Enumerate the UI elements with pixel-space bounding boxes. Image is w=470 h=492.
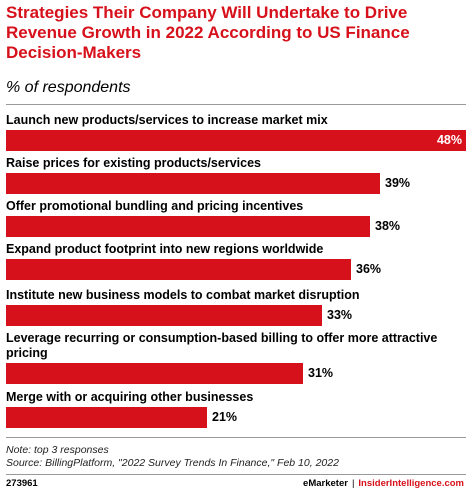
bar-label: Launch new products/services to increase… xyxy=(6,113,328,127)
footer-divider xyxy=(6,474,466,475)
chart-note: Note: top 3 responses xyxy=(6,444,109,456)
bar-value-label: 48% xyxy=(436,133,462,147)
bar-value-label: 36% xyxy=(356,262,382,276)
chart-title: Strategies Their Company Will Undertake … xyxy=(6,3,410,62)
bottom-divider xyxy=(6,437,466,438)
bar-value-label: 31% xyxy=(308,366,334,380)
bar-value-label: 33% xyxy=(327,308,353,322)
footer-brand: eMarketer | InsiderIntelligence.com xyxy=(303,478,464,489)
bar xyxy=(6,407,207,428)
brand-insider-intelligence[interactable]: InsiderIntelligence.com xyxy=(358,478,464,489)
brand-emarketer: eMarketer xyxy=(303,478,348,489)
brand-separator: | xyxy=(351,478,355,489)
bar-label: Leverage recurring or consumption-based … xyxy=(6,331,438,360)
bar-label: Offer promotional bundling and pricing i… xyxy=(6,199,304,213)
bar-label: Expand product footprint into new region… xyxy=(6,242,324,256)
bar-label: Merge with or acquiring other businesses xyxy=(6,390,254,404)
bar-label: Institute new business models to combat … xyxy=(6,288,360,302)
bar xyxy=(6,305,322,326)
bar-label: Raise prices for existing products/servi… xyxy=(6,156,261,170)
bar xyxy=(6,363,303,384)
chart-subtitle: % of respondents xyxy=(6,79,131,96)
top-divider xyxy=(6,104,466,105)
chart-id: 273961 xyxy=(6,478,38,489)
bar xyxy=(6,130,466,151)
bar-value-label: 38% xyxy=(375,219,401,233)
bar-value-label: 21% xyxy=(212,410,238,424)
bar-value-label: 39% xyxy=(385,176,411,190)
bar xyxy=(6,216,370,237)
bar xyxy=(6,173,380,194)
bar xyxy=(6,259,351,280)
chart-source: Source: BillingPlatform, "2022 Survey Tr… xyxy=(6,457,339,469)
